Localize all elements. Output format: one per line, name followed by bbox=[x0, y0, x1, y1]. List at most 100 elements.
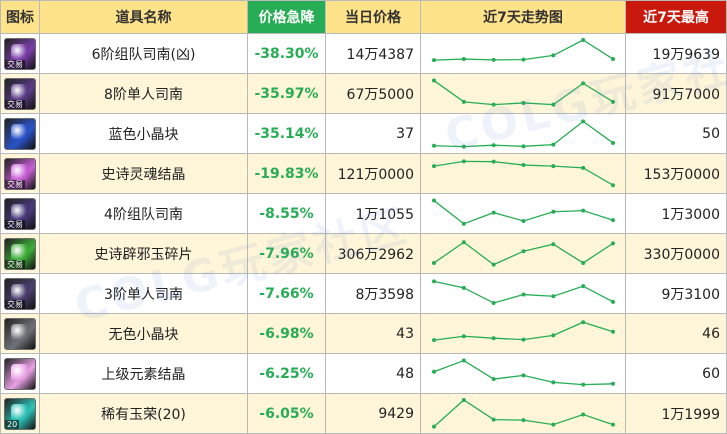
header-icon: 图标 bbox=[0, 0, 40, 34]
today-price: 48 bbox=[326, 354, 421, 394]
item-icon-cell: 交易 bbox=[0, 154, 40, 194]
trend-cell bbox=[421, 314, 626, 354]
seven-day-max: 46 bbox=[626, 314, 727, 354]
today-price: 306万2962 bbox=[326, 234, 421, 274]
trend-line bbox=[433, 321, 613, 341]
trend-cell bbox=[421, 114, 626, 154]
trend-sparkline bbox=[431, 118, 615, 149]
trend-point bbox=[580, 80, 585, 85]
today-price: 37 bbox=[326, 114, 421, 154]
trend-point bbox=[491, 335, 496, 340]
item-name[interactable]: 无色小晶块 bbox=[40, 314, 248, 354]
trend-point bbox=[610, 329, 615, 334]
item-icon-cell: 交易 bbox=[0, 194, 40, 234]
trend-point bbox=[521, 162, 525, 167]
table-row[interactable]: 交易 6阶组队司南(凶) -38.30% 14万4387 19万9639 bbox=[0, 34, 727, 74]
trend-point bbox=[491, 142, 496, 147]
table-row[interactable]: 交易 史诗灵魂结晶 -19.83% 121万0000 153万0000 bbox=[0, 154, 727, 194]
icon-tag: 交易 bbox=[5, 259, 25, 269]
purple-gem-icon: 交易 bbox=[4, 37, 36, 70]
trend-sparkline bbox=[431, 397, 615, 429]
price-drop: -7.96% bbox=[248, 234, 326, 274]
trend-point bbox=[580, 260, 585, 265]
item-name[interactable]: 3阶单人司南 bbox=[40, 274, 248, 314]
seven-day-max: 19万9639 bbox=[626, 34, 727, 74]
table-row[interactable]: 交易 3阶单人司南 -7.66% 8万3598 9万3100 bbox=[0, 274, 727, 314]
trend-point bbox=[521, 248, 525, 253]
trend-point bbox=[550, 209, 555, 214]
trend-point bbox=[491, 210, 496, 215]
item-icon-cell: 交易 bbox=[0, 274, 40, 314]
seven-day-max: 1万1999 bbox=[626, 394, 727, 434]
seven-day-max: 91万7000 bbox=[626, 74, 727, 114]
today-price: 9429 bbox=[326, 394, 421, 434]
trend-point bbox=[461, 285, 466, 290]
table-row[interactable]: 20 稀有玉荣(20) -6.05% 9429 1万1999 bbox=[0, 394, 727, 434]
trend-point bbox=[521, 337, 525, 342]
green-jade-icon: 交易 bbox=[4, 237, 36, 270]
item-icon-cell bbox=[0, 354, 40, 394]
item-name[interactable]: 8阶单人司南 bbox=[40, 74, 248, 114]
item-name[interactable]: 史诗灵魂结晶 bbox=[40, 154, 248, 194]
table-row[interactable]: 无色小晶块 -6.98% 43 46 bbox=[0, 314, 727, 354]
trend-point bbox=[461, 56, 466, 61]
table-row[interactable]: 交易 史诗辟邪玉碎片 -7.96% 306万2962 330万0000 bbox=[0, 234, 727, 274]
header-price-drop[interactable]: 价格急降 bbox=[248, 0, 326, 34]
item-icon-cell bbox=[0, 114, 40, 154]
price-drop: -7.66% bbox=[248, 274, 326, 314]
trend-point bbox=[550, 52, 555, 57]
item-icon-cell bbox=[0, 314, 40, 354]
pink-orb-icon bbox=[4, 357, 36, 390]
table-row[interactable]: 上级元素结晶 -6.25% 48 60 bbox=[0, 354, 727, 394]
header-today-price: 当日价格 bbox=[326, 0, 421, 34]
colorless-crystal-icon bbox=[4, 317, 36, 350]
trend-point bbox=[461, 358, 466, 363]
today-price: 1万1055 bbox=[326, 194, 421, 234]
price-drop: -35.97% bbox=[248, 74, 326, 114]
seven-day-max: 60 bbox=[626, 354, 727, 394]
table-row[interactable]: 交易 8阶单人司南 -35.97% 67万5000 91万7000 bbox=[0, 74, 727, 114]
trend-line bbox=[433, 398, 613, 427]
item-name[interactable]: 蓝色小晶块 bbox=[40, 114, 248, 154]
trend-point bbox=[580, 283, 585, 288]
icon-tag: 交易 bbox=[5, 99, 25, 109]
blue-crystal-icon bbox=[4, 117, 36, 150]
trend-point bbox=[550, 142, 555, 147]
table-row[interactable]: 交易 4阶组队司南 -8.55% 1万1055 1万3000 bbox=[0, 194, 727, 234]
icon-tag: 交易 bbox=[5, 179, 25, 189]
table-row[interactable]: 蓝色小晶块 -35.14% 37 50 bbox=[0, 114, 727, 154]
compass-icon: 交易 bbox=[4, 197, 36, 230]
trend-point bbox=[610, 56, 615, 61]
trend-point bbox=[431, 163, 436, 168]
trend-point bbox=[521, 372, 525, 377]
trend-line bbox=[433, 120, 613, 147]
item-name[interactable]: 6阶组队司南(凶) bbox=[40, 34, 248, 74]
trend-point bbox=[431, 260, 436, 265]
seven-day-max: 153万0000 bbox=[626, 154, 727, 194]
trend-sparkline bbox=[431, 78, 615, 107]
item-name[interactable]: 4阶组队司南 bbox=[40, 194, 248, 234]
trend-point bbox=[491, 417, 496, 422]
item-name[interactable]: 史诗辟邪玉碎片 bbox=[40, 234, 248, 274]
price-drop: -6.05% bbox=[248, 394, 326, 434]
icon-tag: 20 bbox=[5, 419, 20, 429]
trend-point bbox=[431, 278, 436, 283]
today-price: 121万0000 bbox=[326, 154, 421, 194]
trend-point bbox=[610, 299, 615, 304]
price-drop: -6.25% bbox=[248, 354, 326, 394]
today-price: 14万4387 bbox=[326, 34, 421, 74]
trend-point bbox=[431, 143, 436, 148]
trend-point bbox=[521, 143, 525, 148]
trend-point bbox=[431, 198, 436, 203]
trend-cell bbox=[421, 154, 626, 194]
item-name[interactable]: 上级元素结晶 bbox=[40, 354, 248, 394]
trend-point bbox=[461, 99, 466, 104]
trend-point bbox=[521, 57, 525, 62]
seven-day-max: 330万0000 bbox=[626, 234, 727, 274]
trend-point bbox=[580, 118, 585, 123]
trend-sparkline bbox=[431, 278, 615, 305]
trend-point bbox=[550, 163, 555, 168]
item-name[interactable]: 稀有玉荣(20) bbox=[40, 394, 248, 434]
trend-point bbox=[431, 57, 436, 62]
